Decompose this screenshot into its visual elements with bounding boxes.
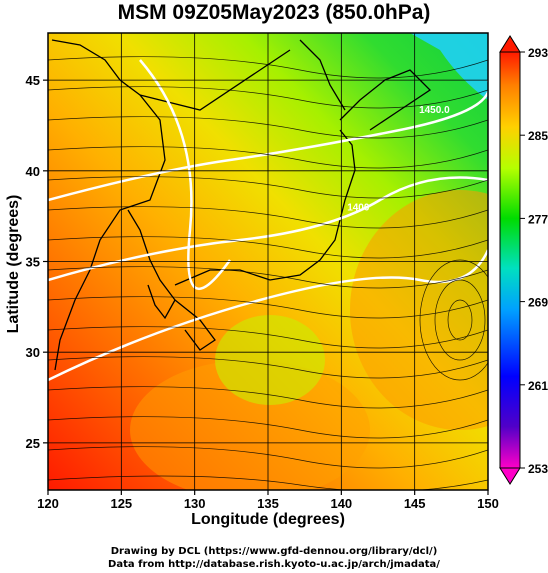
- y-tick-label: 45: [26, 73, 40, 88]
- y-axis-label: Latitude (degrees): [5, 194, 22, 334]
- y-tick-label: 30: [26, 345, 40, 360]
- contour-label: 1400: [347, 203, 370, 214]
- colorbar-label: 293: [528, 46, 548, 60]
- cold-region-northeast: [410, 33, 488, 100]
- colorbar-label: 261: [528, 379, 548, 393]
- colorbar-bottom-arrow: [499, 467, 521, 485]
- x-tick-label: 145: [404, 496, 426, 511]
- x-tick-label: 125: [110, 496, 132, 511]
- x-tick-label: 140: [330, 496, 352, 511]
- cool-region-center: [215, 315, 325, 405]
- x-tick-label: 130: [184, 496, 206, 511]
- wind-streamlines: [48, 56, 488, 490]
- credit-data-source: Data from http://database.rish.kyoto-u.a…: [108, 559, 440, 570]
- lat-lon-grid: [48, 33, 488, 490]
- colorbar-label: 277: [528, 212, 548, 226]
- colorbar-body: [499, 51, 521, 469]
- y-tick-label: 40: [26, 164, 40, 179]
- y-tick-label: 25: [26, 436, 40, 451]
- x-axis-label: Longitude (degrees): [191, 511, 345, 528]
- colorbar-label: 253: [528, 462, 548, 476]
- colorbar-label: 285: [528, 129, 548, 143]
- x-tick-label: 120: [37, 496, 59, 511]
- credit-drawing: Drawing by DCL (https://www.gfd-dennou.o…: [110, 546, 438, 557]
- colorbar-top-arrow: [499, 35, 521, 53]
- x-tick-label: 135: [257, 496, 279, 511]
- geopotential-contours: [48, 59, 488, 382]
- warm-region-south: [130, 360, 370, 490]
- colorbar: 293 285 277 269 261 253: [499, 35, 548, 485]
- y-tick-label: 35: [26, 255, 40, 270]
- contour-label: 1450.0: [419, 105, 450, 116]
- colorbar-label: 269: [528, 296, 548, 310]
- map-title: MSM 09Z05May2023 (850.0hPa): [117, 1, 431, 24]
- x-tick-label: 150: [477, 496, 499, 511]
